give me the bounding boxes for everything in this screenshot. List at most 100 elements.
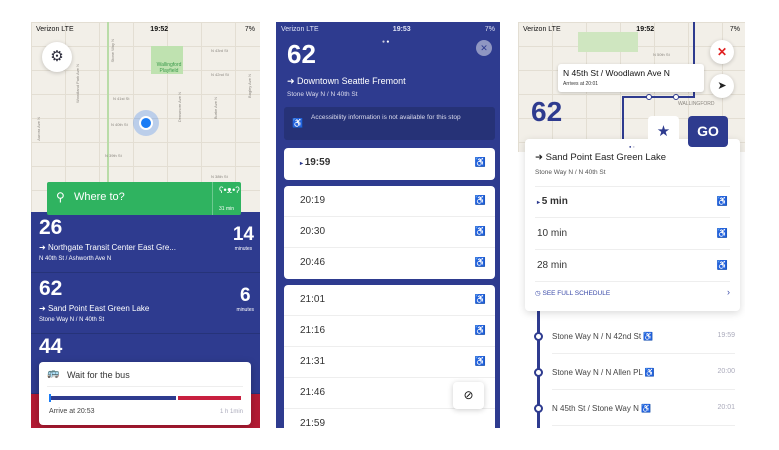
arrival-time: 10 min <box>537 228 568 239</box>
departure-time: 19:59 <box>304 157 331 168</box>
carrier: Verizon LTE <box>523 25 561 33</box>
stop-name: N 40th St / Ashworth Ave N <box>39 256 112 262</box>
search-input[interactable]: Where to? <box>74 191 125 203</box>
accessibility-icon: ♿ <box>474 325 486 335</box>
stop-dot <box>534 368 543 377</box>
accessibility-icon: ♿ <box>641 404 652 413</box>
close-icon[interactable]: ✕ <box>710 40 734 64</box>
status-bar: Verizon LTE 19:53 7% <box>276 22 500 36</box>
arrive-time: Arrive at 20:53 <box>49 408 95 415</box>
notice-text: Accessibility information is not availab… <box>311 114 461 121</box>
time-row[interactable]: 21:59 <box>284 409 495 428</box>
stop-dot[interactable] <box>646 94 652 100</box>
page-dots: ● ● <box>382 39 390 45</box>
stop-time: 20:00 <box>717 368 735 375</box>
wait-card: 🚌 Wait for the bus Arrive at 20:53 1 h 1… <box>39 362 251 425</box>
close-icon[interactable]: ✕ <box>476 40 492 56</box>
departure-row[interactable]: 62 ➜ Sand Point East Green Lake Stone Wa… <box>31 273 260 334</box>
screen-route-detail: N 50th St WALLINGFORD N 45th St / Woodla… <box>518 22 745 428</box>
accessibility-filter-off-icon[interactable]: ⊘ <box>453 382 484 409</box>
time-row[interactable]: 21:16 ♿ <box>284 316 495 347</box>
area-label: WALLINGFORD <box>678 101 715 107</box>
arrival-time: 5 min <box>541 196 568 207</box>
arrival-time: 28 min <box>537 260 568 271</box>
time-row[interactable]: 21:01 ♿ <box>284 285 495 316</box>
search-bar[interactable]: ⚲ Where to? ʕ•ᴥ•ʔ 31 min <box>47 182 241 215</box>
departure-time: 21:16 <box>300 325 326 336</box>
street-label: Densmore Ave N <box>177 92 182 123</box>
time-row[interactable]: 20:30 ♿ <box>284 217 495 248</box>
accessibility-icon: ♿ <box>643 332 654 341</box>
settings-gear-icon[interactable]: ⚙ <box>42 42 72 72</box>
stop-dot <box>534 332 543 341</box>
progress-marker <box>49 394 51 402</box>
street-label: N 39th St <box>105 153 122 158</box>
route-card: ● ● ➜ Sand Point East Green Lake Stone W… <box>525 139 740 311</box>
arrival-row[interactable]: 10 min ♿ <box>535 219 730 250</box>
accessibility-icon: ♿ <box>474 356 486 366</box>
park-label: Wallingford Playfield <box>156 62 182 74</box>
accessibility-icon: ♿ <box>644 368 655 377</box>
next-departure-card[interactable]: ▸ 19:59 ♿ <box>284 148 495 180</box>
stop-row[interactable]: Stone Way N / N Allen PL ♿ 20:00 <box>552 356 735 390</box>
time-row[interactable]: 21:31 ♿ <box>284 347 495 378</box>
bear-icon: ʕ•ᴥ•ʔ <box>219 185 240 195</box>
stop-name: Stone Way N / N 42nd St <box>552 332 642 341</box>
time-row[interactable]: 21:46 <box>284 378 495 409</box>
current-location-dot <box>139 116 153 130</box>
departure-row[interactable]: 26 ➜ Northgate Transit Center East Gre..… <box>31 212 260 273</box>
see-full-schedule-link[interactable]: ◷ SEE FULL SCHEDULE › <box>535 287 730 297</box>
schedule-link-label: SEE FULL SCHEDULE <box>542 290 611 297</box>
accessibility-icon: ♿ <box>474 195 486 205</box>
schedule-card: 20:19 ♿ 20:30 ♿ 20:46 ♿ <box>284 186 495 279</box>
departure-time: 20:19 <box>300 195 326 206</box>
search-icon: ⚲ <box>56 190 65 204</box>
route-line <box>693 22 695 96</box>
street-label: Aurora Ave N <box>36 117 41 141</box>
map[interactable]: N 50th St WALLINGFORD N 45th St / Woodla… <box>518 22 745 152</box>
time-row[interactable]: ▸ 19:59 ♿ <box>300 157 486 168</box>
street-label: N 42nd St <box>211 72 229 77</box>
page-dots: ● ● <box>629 144 635 149</box>
map[interactable]: Wallingford Playfield N 43rd St N 42nd S… <box>31 22 260 222</box>
destination: Sand Point East Green Lake <box>47 304 150 313</box>
departure-time: 21:59 <box>300 418 326 428</box>
departure-time: 20:46 <box>300 257 326 268</box>
accessibility-icon: ♿ <box>474 226 486 236</box>
progress-ride <box>178 396 241 400</box>
minutes-unit: minutes <box>236 307 254 313</box>
street-label: N 41st St <box>113 96 130 101</box>
accessibility-icon: ♿ <box>474 257 486 267</box>
go-button[interactable]: GO <box>688 116 728 147</box>
stop-dot[interactable] <box>673 94 679 100</box>
travel-time: 31 min <box>219 206 235 212</box>
route-line <box>624 96 695 98</box>
street-label: N 40th St <box>111 122 128 127</box>
clock: 19:53 <box>392 25 411 33</box>
stop-row[interactable]: N 45th St / Stone Way N ♿ 20:01 <box>552 392 735 426</box>
park <box>151 46 183 74</box>
departure-time: 21:31 <box>300 356 326 367</box>
accessibility-icon: ♿ <box>716 260 728 270</box>
departure-time: 21:46 <box>300 387 326 398</box>
route-number: 62 <box>531 96 563 127</box>
arrival-row[interactable]: ▸ 5 min ♿ <box>535 187 730 218</box>
locate-arrow-icon[interactable]: ➤ <box>710 74 734 98</box>
accessibility-icon: ♿ <box>474 294 486 304</box>
clock: 19:52 <box>150 25 169 33</box>
time-row[interactable]: 20:46 ♿ <box>284 248 495 279</box>
stop-name: Stone Way N / N 40th St <box>39 317 105 323</box>
stop-name: Stone Way N / N 40th St <box>287 91 358 98</box>
street-label: Woodland Park Ave N <box>75 64 80 103</box>
arrival-row[interactable]: 28 min ♿ <box>535 251 730 282</box>
time-row[interactable]: 20:19 ♿ <box>284 186 495 217</box>
stop-time: 19:59 <box>717 332 735 339</box>
favorite-star-button[interactable]: ★ <box>648 116 679 147</box>
accessibility-icon: ♿ <box>716 228 728 238</box>
route-line <box>622 96 624 141</box>
stop-dot <box>534 404 543 413</box>
chevron-right-icon: › <box>727 287 730 297</box>
stop-row[interactable]: Stone Way N / N 42nd St ♿ 19:59 <box>552 320 735 354</box>
route-number: 44 <box>39 335 63 358</box>
accessibility-notice: ♿ Accessibility information is not avail… <box>284 107 495 140</box>
